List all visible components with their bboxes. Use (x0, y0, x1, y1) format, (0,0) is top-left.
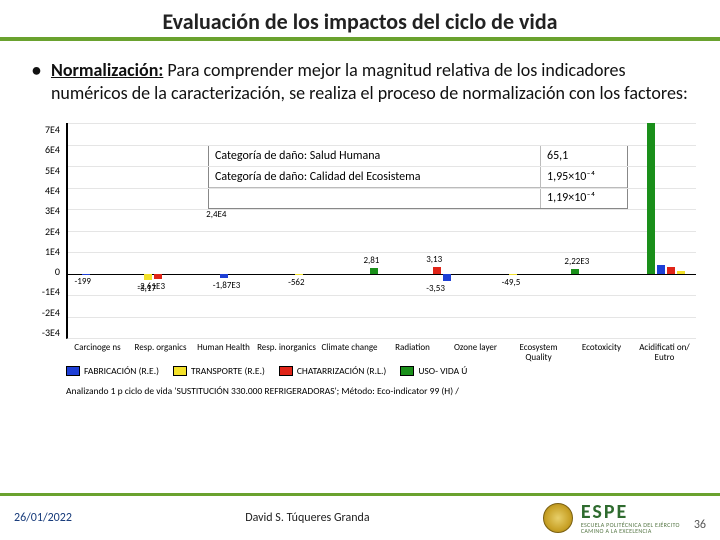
bar (667, 267, 675, 273)
bullet-text: Normalización: Para comprender mejor la … (51, 59, 692, 105)
bar (295, 274, 303, 275)
gridline (68, 295, 696, 296)
x-category: Ozone layer (444, 343, 507, 362)
table-cell-label (209, 188, 541, 208)
page-title: Evaluación de los impactos del ciclo de … (0, 8, 720, 35)
x-category: Radiation (381, 343, 444, 362)
table-row: Categoría de daño: Calidad del Ecosistem… (209, 166, 627, 187)
x-category: Climate change (318, 343, 381, 362)
bar (657, 265, 665, 274)
bullet-lead: Normalización: (51, 59, 163, 81)
table-cell-value: 65,1 (541, 146, 627, 166)
bar (509, 274, 517, 275)
footer-date: 26/01/2022 (14, 511, 72, 525)
legend-item: FABRICACIÓN (R.E.) (66, 365, 159, 377)
footer-author: David S. Túqueres Granda (245, 511, 369, 525)
y-tick: 7E4 (18, 123, 60, 136)
plot-area: Categoría de daño: Salud Humana65,1Categ… (66, 123, 696, 339)
gridline (68, 317, 696, 318)
bar (220, 274, 228, 278)
y-tick: 5E4 (18, 164, 60, 177)
bar (144, 274, 152, 281)
legend-swatch (279, 366, 293, 376)
y-tick: 6E4 (18, 143, 60, 156)
gridline (68, 231, 696, 232)
y-tick: 3E4 (18, 204, 60, 217)
legend-label: USO- VIDA Ú (418, 365, 467, 377)
y-axis: 7E4 6E4 5E4 4E4 3E4 2E4 1E4 0 -1E4 -2E4 -3E4 (18, 123, 64, 339)
y-tick: -2E4 (18, 306, 60, 319)
legend-label: CHATARRIZACIÓN (R.L.) (297, 365, 386, 377)
bar (154, 274, 162, 280)
page-number: 36 (694, 518, 706, 534)
table-row: Categoría de daño: Salud Humana65,1 (209, 146, 627, 166)
bar-label: -1,87E3 (213, 280, 241, 291)
legend-swatch (173, 366, 187, 376)
gridline (68, 166, 696, 167)
gridline (68, 252, 696, 253)
bar-label: -49,5 (502, 277, 521, 288)
bar-label: 3,13 (426, 254, 442, 265)
x-category: Ecotoxicity (570, 343, 633, 362)
y-tick: 0 (18, 265, 60, 278)
espe-text: ESPE (581, 502, 680, 522)
title-bar: Evaluación de los impactos del ciclo de … (0, 0, 720, 41)
footer-logo: ESPE ESCUELA POLITÉCNICA DEL EJÉRCITO CA… (543, 502, 706, 534)
bar-label: -562 (288, 277, 304, 288)
bar (370, 268, 378, 274)
y-tick: 4E4 (18, 184, 60, 197)
bar-label: 2,22E3 (564, 256, 589, 267)
chart-footnote: Analizando 1 p ciclo de vida 'SUSTITUCIÓ… (66, 385, 696, 397)
bar (677, 271, 685, 274)
normalization-chart: 7E4 6E4 5E4 4E4 3E4 2E4 1E4 0 -1E4 -2E4 -3E4 Categ… (18, 119, 702, 399)
table-cell-label: Categoría de daño: Calidad del Ecosistem… (209, 167, 541, 187)
legend-label: TRANSPORTE (R.E.) (191, 365, 265, 377)
table-cell-value: 1,19×10⁻⁴ (541, 188, 627, 208)
bar-label: -3,53 (426, 283, 445, 294)
x-category: Resp. inorganics (255, 343, 318, 362)
espe-wordmark: ESPE ESCUELA POLITÉCNICA DEL EJÉRCITO CA… (581, 502, 680, 534)
footer: 26/01/2022 David S. Túqueres Granda ESPE… (0, 496, 720, 540)
gridline (68, 209, 696, 210)
mid-label: 2,4E4 (206, 209, 226, 220)
gridline (68, 188, 696, 189)
table-row: 1,19×10⁻⁴ (209, 187, 627, 208)
bar (647, 123, 655, 274)
espe-seal-icon (543, 503, 573, 533)
gridline (68, 123, 696, 124)
x-category: Human Health (192, 343, 255, 362)
legend-item: CHATARRIZACIÓN (R.L.) (279, 365, 386, 377)
x-category: Resp. organics (129, 343, 192, 362)
y-tick: -1E4 (18, 285, 60, 298)
bar-label: 2,81 (363, 255, 379, 266)
legend-item: TRANSPORTE (R.E.) (173, 365, 265, 377)
bar (433, 267, 441, 274)
legend-swatch (400, 366, 414, 376)
x-category: Ecosystem Quality (507, 343, 570, 362)
bar (443, 274, 451, 282)
table-cell-label: Categoría de daño: Salud Humana (209, 146, 541, 166)
y-tick: -3E4 (18, 326, 60, 339)
bar-label: -2,61E3 (137, 281, 165, 292)
bar-label: -199 (75, 276, 91, 287)
x-category: Acidificati on/ Eutro (633, 343, 696, 362)
y-tick: 2E4 (18, 225, 60, 238)
body-paragraph: • Normalización: Para comprender mejor l… (0, 41, 720, 113)
gridline (68, 338, 696, 339)
legend-label: FABRICACIÓN (R.E.) (84, 365, 159, 377)
gridline (68, 145, 696, 146)
x-category: Carcinoge ns (66, 343, 129, 362)
x-axis-categories: Carcinoge nsResp. organicsHuman HealthRe… (66, 343, 696, 362)
chart-legend: FABRICACIÓN (R.E.) TRANSPORTE (R.E.) CHATA… (66, 365, 696, 377)
damage-category-table: Categoría de daño: Salud Humana65,1Categ… (208, 145, 628, 209)
bar (571, 269, 579, 274)
legend-swatch (66, 366, 80, 376)
y-tick: 1E4 (18, 245, 60, 258)
legend-item: USO- VIDA Ú (400, 365, 467, 377)
bullet-dot: • (28, 59, 51, 105)
table-cell-value: 1,95×10⁻⁴ (541, 167, 627, 187)
